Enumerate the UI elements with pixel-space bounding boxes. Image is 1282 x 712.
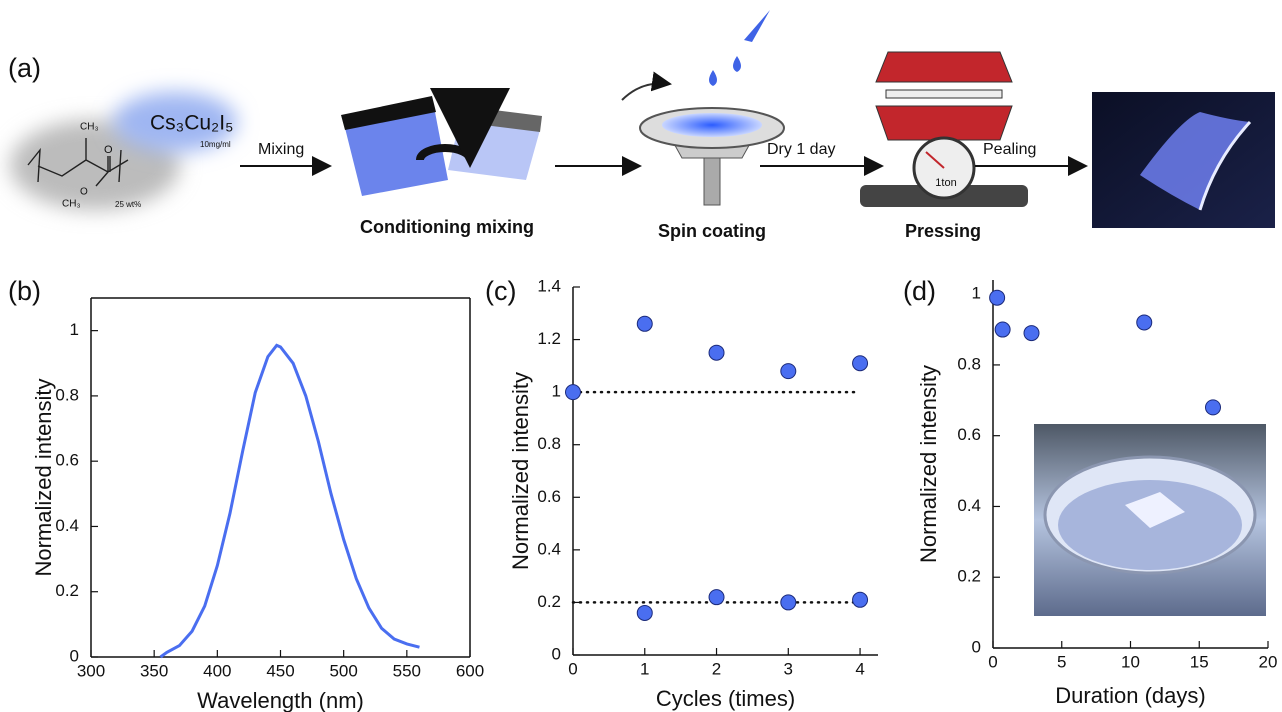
spin-coater	[621, 10, 785, 206]
x-tick-label: 2	[712, 659, 721, 678]
x-tick-label: 500	[329, 661, 357, 680]
y-tick-label: 1	[552, 382, 561, 401]
x-tick-label: 450	[266, 661, 294, 680]
y-tick-label: 1	[70, 320, 79, 339]
panel-label: (c)	[485, 276, 516, 306]
data-point	[780, 594, 797, 611]
y-tick-label: 1	[972, 284, 981, 303]
y-tick-label: 0.8	[55, 385, 79, 404]
y-tick-label: 0.4	[55, 516, 79, 535]
step-label: Spin coating	[658, 221, 766, 241]
y-tick-label: 0.4	[957, 496, 981, 515]
x-tick-label: 550	[393, 661, 421, 680]
y-tick-label: 1.2	[537, 329, 561, 348]
x-tick-label: 15	[1190, 652, 1209, 671]
data-point	[708, 589, 725, 606]
data-point	[1023, 325, 1040, 342]
x-tick-label: 10	[1121, 652, 1140, 671]
panel-label: (b)	[8, 276, 41, 306]
chem-label: O	[104, 144, 113, 156]
data-point	[852, 591, 869, 608]
data-point	[1205, 399, 1221, 416]
chem-label: O	[80, 187, 88, 198]
step-label: Pressing	[905, 221, 981, 241]
chem-label: CH₃	[80, 122, 99, 133]
data-point	[989, 289, 1006, 306]
step-label: Conditioning mixing	[360, 217, 534, 237]
y-tick-label: 0.4	[537, 539, 561, 558]
x-axis-label: Duration (days)	[1055, 683, 1205, 708]
y-axis-label: Normalized intensity	[31, 378, 56, 576]
data-point	[994, 321, 1011, 338]
y-axis-label: Normalized intensity	[508, 372, 533, 570]
x-tick-label: 350	[140, 661, 168, 680]
chem-label: CH₃	[62, 199, 81, 210]
gauge-label: 1ton	[935, 177, 956, 189]
blur	[113, 92, 237, 152]
x-axis-label: Cycles (times)	[656, 686, 795, 711]
x-tick-label: 400	[203, 661, 231, 680]
step-label: Dry 1 day	[767, 141, 835, 158]
y-tick-label: 0	[972, 637, 981, 656]
chem-label: 25 wt%	[115, 200, 141, 209]
x-tick-label: 4	[855, 659, 864, 678]
x-tick-label: 3	[784, 659, 793, 678]
molecule	[27, 138, 129, 187]
y-tick-label: 0.6	[537, 487, 561, 506]
data-point	[852, 355, 869, 372]
spectrum-line	[159, 343, 420, 659]
data-point	[1136, 314, 1153, 331]
x-tick-label: 1	[640, 659, 649, 678]
data-point	[708, 344, 725, 361]
y-tick-label: 0.2	[55, 581, 79, 600]
step-label: Mixing	[258, 141, 304, 158]
data-point	[780, 363, 797, 380]
x-tick-label: 20	[1259, 652, 1278, 671]
y-tick-label: 0.8	[957, 354, 981, 373]
y-tick-label: 0	[552, 644, 561, 663]
mixing-jars	[341, 87, 542, 196]
press	[860, 51, 1028, 207]
y-tick-label: 0.2	[537, 592, 561, 611]
panel-label: (d)	[903, 276, 936, 306]
x-tick-label: 600	[456, 661, 484, 680]
y-tick-label: 0	[70, 646, 79, 665]
data-point	[636, 604, 653, 621]
y-axis-label: Normalized intensity	[916, 365, 941, 563]
x-tick-label: 0	[568, 659, 577, 678]
x-tick-label: 0	[988, 652, 997, 671]
data-point	[636, 315, 653, 332]
film-photo	[1092, 92, 1275, 228]
y-tick-label: 0.8	[537, 434, 561, 453]
step-label: Pealing	[983, 141, 1036, 158]
y-tick-label: 1.4	[537, 276, 561, 295]
x-tick-label: 5	[1057, 652, 1066, 671]
chem-label: 10mg/ml	[200, 140, 231, 149]
panel-label: (a)	[8, 53, 41, 83]
x-axis-label: Wavelength (nm)	[197, 688, 364, 712]
chem-label: Cs₃Cu₂I₅	[150, 112, 234, 135]
y-tick-label: 0.6	[55, 451, 79, 470]
y-tick-label: 0.2	[957, 567, 981, 586]
inset-photo	[1034, 424, 1266, 616]
data-point	[565, 384, 581, 401]
y-tick-label: 0.6	[957, 425, 981, 444]
x-tick-label: 300	[77, 661, 105, 680]
